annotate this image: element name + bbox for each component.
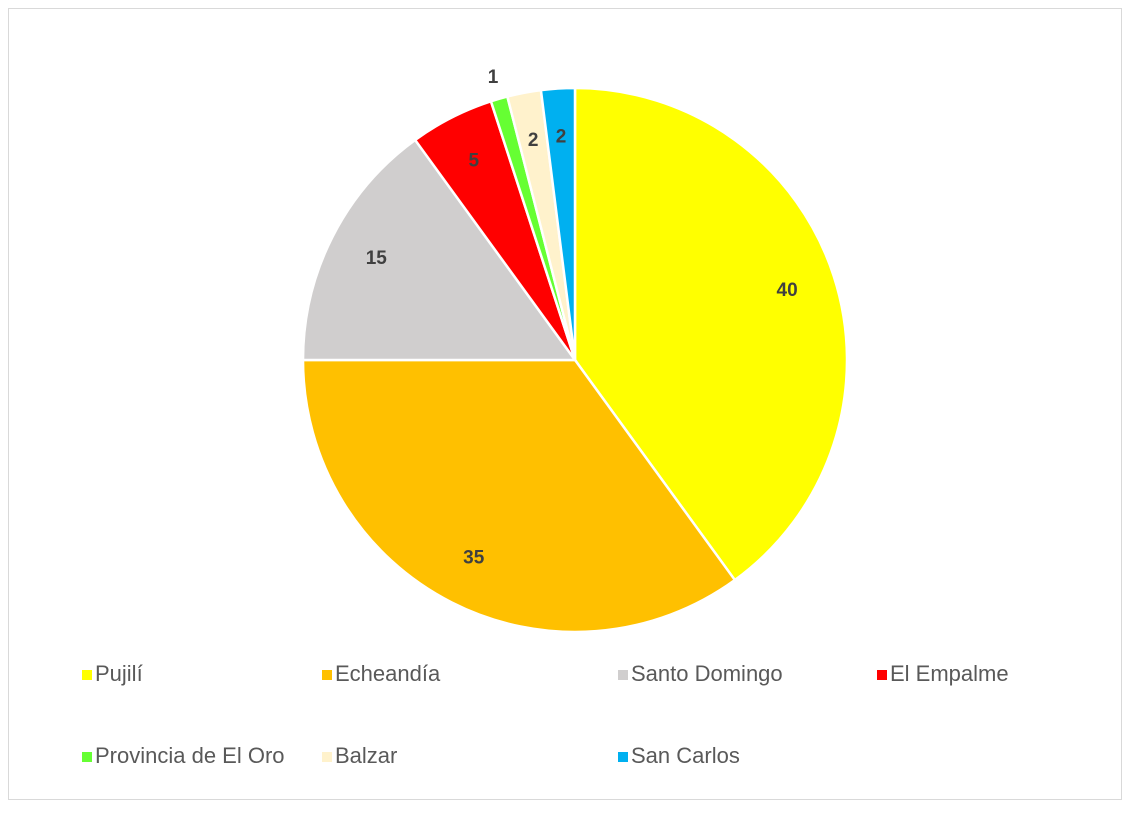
legend-label: Balzar <box>335 743 397 768</box>
data-label: 40 <box>777 280 798 301</box>
legend-marker <box>618 752 628 762</box>
legend-label: El Empalme <box>890 661 1009 686</box>
data-label: 5 <box>468 150 479 171</box>
data-label: 2 <box>528 130 539 151</box>
pie-slice <box>301 358 737 634</box>
pie-slice <box>301 138 578 362</box>
data-label: 1 <box>488 67 499 88</box>
legend-label: Provincia de El Oro <box>95 743 285 768</box>
legend-marker <box>877 670 887 680</box>
data-label: 15 <box>366 248 388 269</box>
pie-slice <box>539 86 577 361</box>
legend-marker <box>618 670 628 680</box>
legend-marker <box>82 752 92 762</box>
legend-marker <box>322 670 332 680</box>
legend-marker <box>322 752 332 762</box>
legend-label: Pujilí <box>95 661 143 686</box>
pie-slice <box>573 86 849 582</box>
data-label: 35 <box>463 548 485 569</box>
data-label: 2 <box>556 126 567 147</box>
legend-label: Echeandía <box>335 661 441 686</box>
legend-marker <box>82 670 92 680</box>
legend-label: Santo Domingo <box>631 661 783 686</box>
legend-label: San Carlos <box>631 743 740 768</box>
